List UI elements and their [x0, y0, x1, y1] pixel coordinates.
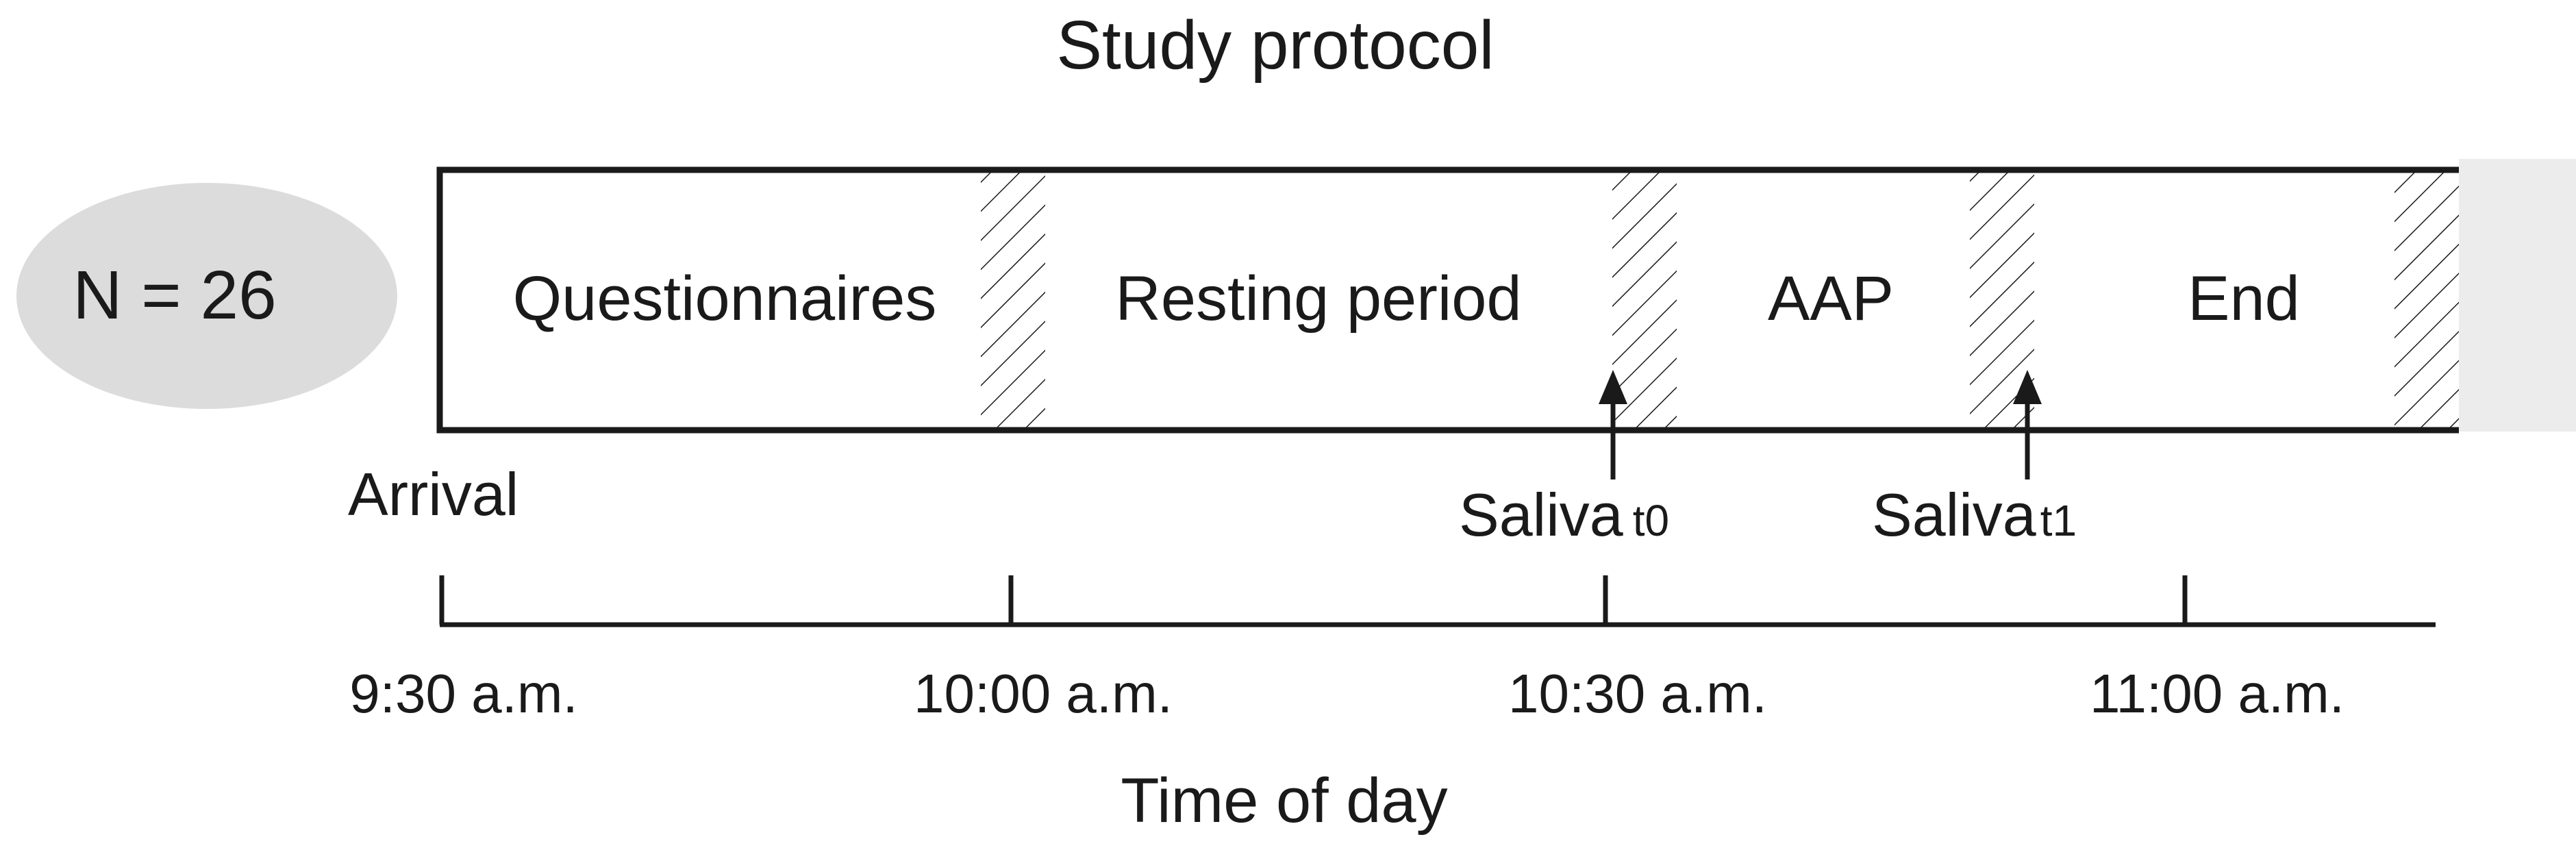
arrival-label: Arrival	[348, 460, 518, 528]
saliva-t1-arrow-head	[2013, 370, 2042, 404]
phase-resting-period: Resting period	[1115, 264, 1521, 334]
timeline-axis-label: Time of day	[1121, 766, 1447, 836]
tick-label-1000: 10:00 a.m.	[914, 663, 1173, 724]
saliva-t0-label: Saliva t0	[1459, 481, 1669, 549]
protocol-bar	[440, 170, 2459, 430]
transition-hatch-4	[2394, 173, 2459, 427]
transition-hatch-1	[981, 173, 1045, 427]
phase-end: End	[2188, 264, 2300, 334]
tick-label-0930: 9:30 a.m.	[349, 663, 578, 724]
sample-size-label: N = 26	[73, 257, 276, 334]
phase-aap: AAP	[1768, 264, 1894, 334]
protocol-bar-border	[436, 166, 2459, 434]
diagram-title: Study protocol	[1056, 7, 1494, 84]
tick-label-1030: 10:30 a.m.	[1508, 663, 1767, 724]
saliva-t0-arrow-head	[1599, 370, 1627, 404]
saliva-t1-label: Salivat1	[1872, 481, 2077, 549]
tick-label-1100: 11:00 a.m.	[2090, 663, 2344, 724]
sample-size-ellipse	[16, 183, 397, 409]
phase-questionnaires: Questionnaires	[513, 264, 937, 334]
transition-hatch-2	[1612, 173, 1677, 427]
right-edge-fade	[2459, 159, 2576, 432]
